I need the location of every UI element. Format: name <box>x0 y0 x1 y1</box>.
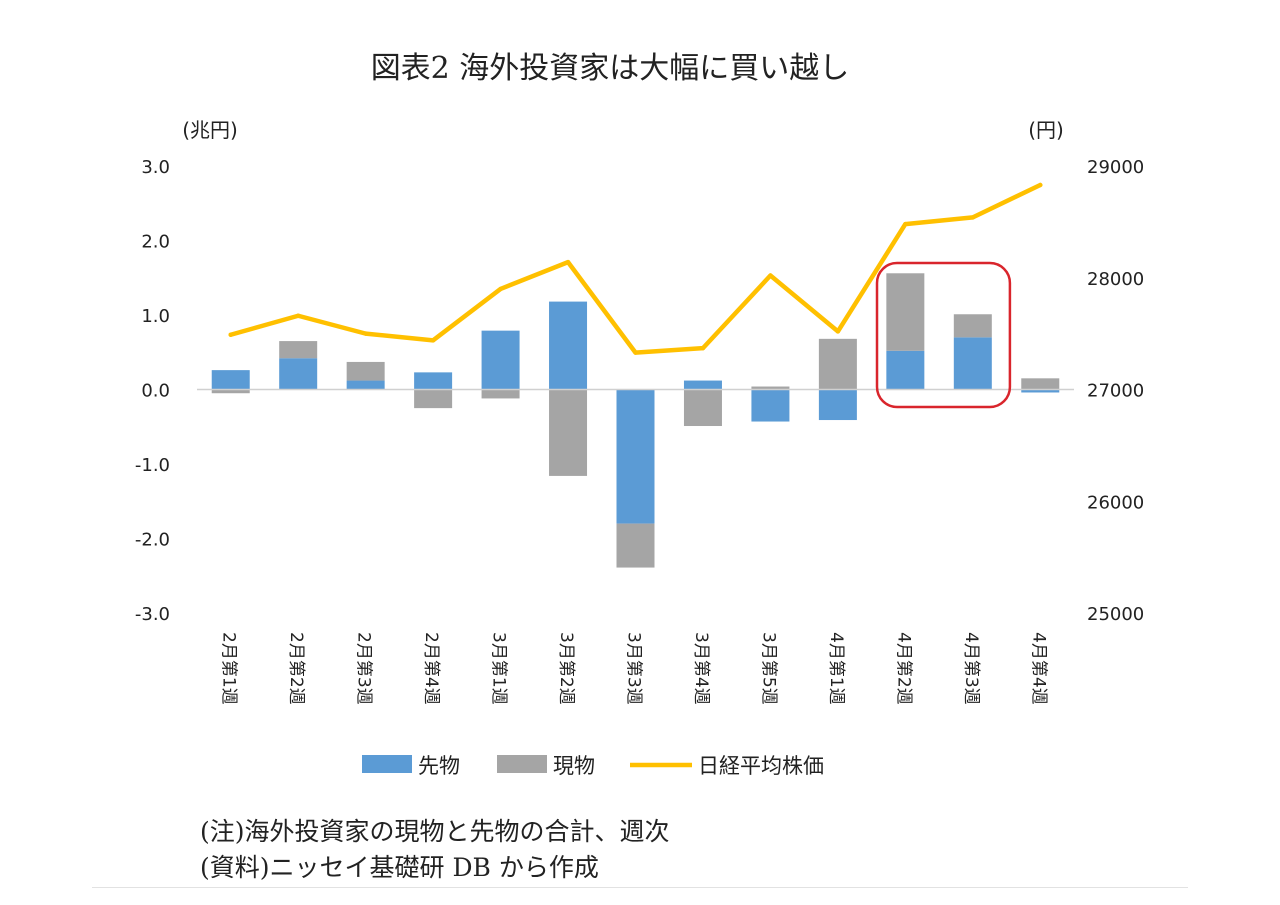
left-tick-label: 2.0 <box>141 232 170 253</box>
futures-bar <box>211 370 250 390</box>
spot-bar <box>616 523 655 568</box>
futures-bar <box>683 380 722 390</box>
spot-bar <box>1021 378 1060 390</box>
bars <box>211 273 1060 568</box>
category-label: 2月第4週 <box>421 632 441 705</box>
nikkei-point <box>768 273 773 278</box>
right-axis: 29000 28000 27000 26000 25000 <box>1087 157 1144 625</box>
futures-bar <box>616 389 655 524</box>
category-label: 3月第5週 <box>758 632 778 705</box>
left-tick-label: 1.0 <box>141 306 170 327</box>
category-label-text: 3月第1週 <box>489 632 509 705</box>
futures-bar <box>886 350 925 390</box>
left-tick-label: -3.0 <box>135 604 170 625</box>
category-label: 4月第4週 <box>1028 632 1048 705</box>
category-label-text: 4月第3週 <box>961 632 981 705</box>
right-tick-label: 28000 <box>1087 269 1144 290</box>
category-label: 3月第4週 <box>691 632 711 705</box>
spot-bar <box>751 386 790 390</box>
nikkei-point <box>498 286 503 292</box>
futures-bar <box>414 372 453 390</box>
category-labels: 2月第1週 2月第2週 2月第3週 2月第4週 3月第1週 3月第2週 3月第3週 3月第4週… <box>219 632 1049 705</box>
category-label: 3月第2週 <box>556 632 576 705</box>
legend: 先物 現物 日経平均株価 <box>362 754 824 778</box>
category-label: 2月第1週 <box>219 632 239 705</box>
futures-bar <box>346 380 385 390</box>
category-label-text: 4月第4週 <box>1028 632 1048 705</box>
nikkei-point <box>700 345 706 351</box>
left-tick-label: 0.0 <box>141 381 170 402</box>
category-label: 4月第3週 <box>961 632 981 705</box>
left-tick-label: 3.0 <box>141 157 170 178</box>
right-axis-unit: (円) <box>1028 118 1064 142</box>
left-axis-unit: (兆円) <box>182 118 238 142</box>
category-label: 2月第3週 <box>354 632 374 705</box>
category-label-text: 3月第3週 <box>624 632 644 705</box>
right-tick-label: 26000 <box>1087 492 1144 513</box>
nikkei-line-series <box>228 182 1043 355</box>
futures-bar <box>751 389 790 422</box>
futures-bar <box>279 358 318 390</box>
spot-bar <box>481 389 520 399</box>
category-label-text: 4月第2週 <box>893 632 913 705</box>
right-tick-label: 25000 <box>1087 604 1144 625</box>
legend-label-nikkei: 日経平均株価 <box>698 754 824 778</box>
spot-bar <box>549 389 588 476</box>
futures-bar <box>481 330 520 390</box>
futures-bar <box>1021 389 1060 393</box>
nikkei-point <box>903 221 908 227</box>
left-tick-label: -1.0 <box>135 455 170 476</box>
nikkei-point <box>295 313 301 318</box>
left-tick-label: -2.0 <box>135 530 170 551</box>
category-label-text: 2月第3週 <box>354 632 374 705</box>
legend-label-futures: 先物 <box>418 754 460 778</box>
category-label-text: 2月第1週 <box>219 632 239 705</box>
futures-bar <box>549 301 588 390</box>
category-label-text: 3月第5週 <box>758 632 778 705</box>
category-label-text: 2月第4週 <box>421 632 441 705</box>
spot-bar <box>279 341 318 359</box>
legend-label-spot: 現物 <box>553 754 595 778</box>
spot-bar <box>818 338 857 390</box>
legend-swatch-futures <box>362 755 412 773</box>
category-label: 4月第2週 <box>893 632 913 705</box>
category-label: 3月第1週 <box>489 632 509 705</box>
spot-bar <box>683 389 722 427</box>
futures-bar <box>818 389 857 421</box>
bottom-divider <box>92 887 1188 888</box>
spot-bar <box>346 361 385 381</box>
chart-title: 図表2 海外投資家は大幅に買い越し <box>371 51 850 86</box>
spot-bar <box>414 389 453 409</box>
category-label: 2月第2週 <box>286 632 306 705</box>
category-label: 4月第1週 <box>826 632 846 705</box>
nikkei-point <box>1038 182 1043 188</box>
nikkei-point <box>565 259 571 265</box>
spot-bar <box>953 314 992 338</box>
nikkei-point <box>633 350 638 355</box>
note-text: (注)海外投資家の現物と先物の合計、週次 <box>200 817 670 846</box>
futures-bar <box>953 337 992 390</box>
nikkei-point <box>363 331 368 336</box>
right-tick-label: 29000 <box>1087 157 1144 178</box>
category-label: 3月第3週 <box>624 632 644 705</box>
category-label-text: 3月第4週 <box>691 632 711 705</box>
category-label-text: 2月第2週 <box>286 632 306 705</box>
legend-swatch-spot <box>497 755 547 773</box>
category-label-text: 3月第2週 <box>556 632 576 705</box>
nikkei-point <box>835 329 841 334</box>
nikkei-point <box>228 332 233 337</box>
nikkei-point <box>430 338 436 343</box>
right-tick-label: 27000 <box>1087 381 1144 402</box>
spot-bar <box>886 273 925 351</box>
source-text: (資料)ニッセイ基礎研 DB から作成 <box>200 853 599 882</box>
highlight-box <box>875 261 1012 409</box>
nikkei-point <box>970 215 976 220</box>
category-label-text: 4月第1週 <box>826 632 846 705</box>
left-axis: 3.0 2.0 1.0 0.0 -1.0 -2.0 -3.0 <box>135 157 170 625</box>
spot-bar <box>211 389 250 394</box>
